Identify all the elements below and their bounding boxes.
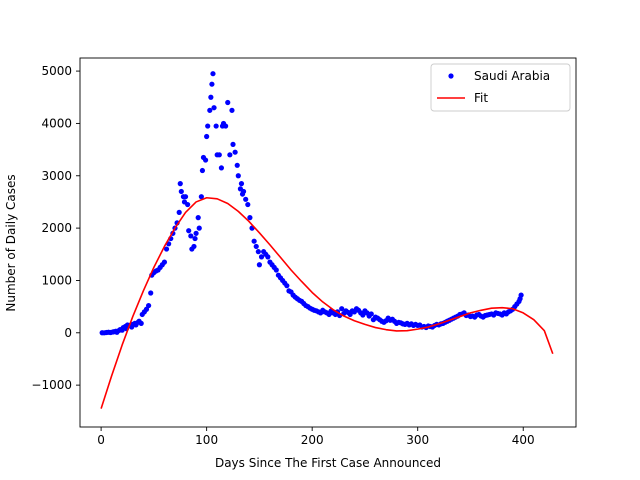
data-point (193, 230, 199, 236)
x-tick-label: 300 (406, 433, 429, 447)
data-point (177, 181, 183, 187)
x-axis-label: Days Since The First Case Announced (215, 456, 441, 470)
data-point (229, 107, 235, 113)
data-point (195, 215, 201, 221)
data-point (185, 201, 191, 208)
data-point (205, 123, 211, 129)
data-point (192, 235, 198, 242)
x-tick-label: 400 (512, 433, 535, 447)
data-point (210, 71, 216, 77)
y-tick-label: 2000 (41, 221, 72, 235)
plot-inner (99, 71, 554, 409)
y-tick-label: 3000 (41, 169, 72, 183)
data-point (146, 302, 152, 309)
data-point (227, 152, 233, 158)
data-point (368, 311, 374, 317)
data-point (240, 188, 247, 195)
data-point (191, 243, 197, 250)
data-point (273, 267, 279, 273)
data-point (161, 259, 168, 265)
data-point (209, 81, 215, 87)
data-point (245, 201, 251, 208)
x-tick-label: 100 (195, 433, 218, 447)
axes-frame (79, 57, 577, 428)
data-point (232, 149, 238, 155)
y-tick-label: 0 (64, 326, 72, 340)
scatter-series-0 (99, 71, 524, 336)
data-point (235, 173, 241, 179)
data-point (178, 188, 184, 195)
data-point (339, 306, 345, 312)
legend-label: Saudi Arabia (474, 69, 550, 83)
data-point (207, 107, 213, 113)
y-tick-label: 1000 (41, 273, 72, 287)
data-point (163, 246, 170, 252)
data-point (176, 209, 182, 215)
data-point (238, 181, 245, 187)
data-point (188, 233, 194, 239)
x-tick-label: 0 (97, 433, 105, 447)
data-point (148, 290, 154, 296)
legend: Saudi Arabia Fit (430, 63, 571, 112)
data-point (213, 123, 219, 129)
data-point (253, 243, 259, 250)
data-point (256, 262, 262, 268)
data-point (243, 196, 249, 202)
data-point (234, 162, 240, 168)
data-point (211, 105, 217, 111)
data-point (138, 320, 144, 326)
x-tick-label: 200 (301, 433, 324, 447)
data-point (284, 283, 290, 289)
legend-label: Fit (474, 91, 488, 105)
data-point (216, 152, 222, 158)
y-axis-label: Number of Daily Cases (4, 174, 18, 311)
data-point (182, 194, 189, 200)
axes: 0 100 200 300 400 −1000 0 1000 2000 3000 4000 5000 (31, 57, 577, 447)
data-point (247, 215, 253, 221)
data-point (198, 194, 204, 200)
data-point (518, 292, 524, 298)
fit-line (100, 196, 554, 409)
data-point (208, 94, 214, 100)
data-point (196, 225, 202, 231)
data-point (204, 133, 210, 140)
data-point (202, 157, 209, 163)
y-tick-label: −1000 (31, 378, 72, 392)
data-point (225, 99, 231, 106)
data-point (265, 254, 271, 260)
data-point (218, 165, 225, 171)
data-point (230, 141, 236, 147)
data-point (360, 312, 366, 318)
legend-marker-scatter (448, 73, 454, 79)
legend-box (430, 63, 571, 112)
data-point (255, 249, 261, 255)
plot-area (99, 71, 554, 409)
data-point (223, 123, 229, 129)
data-point (186, 228, 192, 234)
data-point (199, 167, 206, 174)
data-point (258, 254, 265, 260)
y-tick-label: 5000 (41, 64, 72, 78)
y-tick-label: 4000 (41, 116, 72, 130)
data-point (251, 238, 257, 244)
